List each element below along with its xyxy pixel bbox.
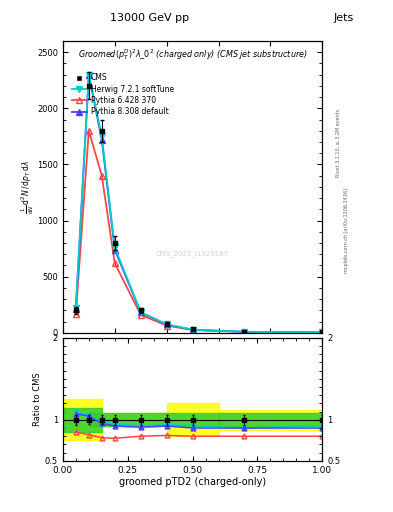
Text: Rivet 3.1.10, ≥ 3.2M events: Rivet 3.1.10, ≥ 3.2M events (336, 109, 341, 178)
Y-axis label: $\frac{1}{\mathrm{d}N}\,\mathrm{d}^2N\,/\,\mathrm{d}p_T\,\mathrm{d}\lambda$: $\frac{1}{\mathrm{d}N}\,\mathrm{d}^2N\,/… (19, 160, 36, 214)
Text: CMS_2021_I1920187: CMS_2021_I1920187 (156, 251, 229, 258)
X-axis label: groomed pTD2 (charged-only): groomed pTD2 (charged-only) (119, 477, 266, 487)
Y-axis label: Ratio to CMS: Ratio to CMS (33, 373, 42, 426)
Text: Jets: Jets (333, 13, 354, 23)
Text: Groomed$(p_T^D)^2\lambda\_0^2$ (charged only) (CMS jet substructure): Groomed$(p_T^D)^2\lambda\_0^2$ (charged … (78, 47, 307, 62)
Text: mcplots.cern.ch [arXiv:1306.3436]: mcplots.cern.ch [arXiv:1306.3436] (344, 188, 349, 273)
Legend: CMS, Herwig 7.2.1 softTune, Pythia 6.428 370, Pythia 8.308 default: CMS, Herwig 7.2.1 softTune, Pythia 6.428… (69, 71, 176, 118)
Text: 13000 GeV pp: 13000 GeV pp (110, 13, 189, 23)
